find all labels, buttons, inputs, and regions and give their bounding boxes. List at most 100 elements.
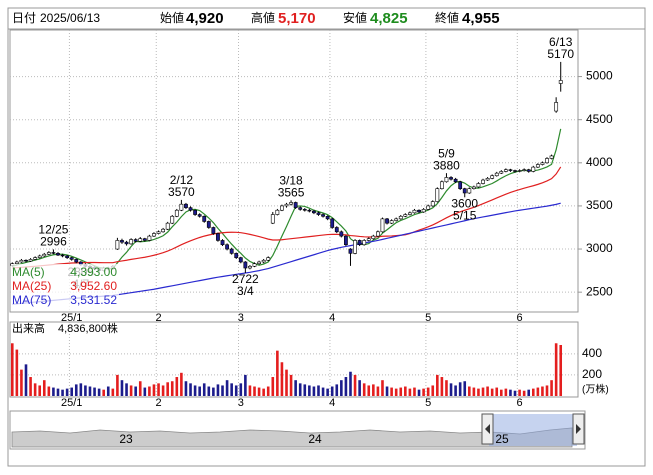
candle-body <box>366 238 371 241</box>
volume-bar <box>362 383 366 396</box>
candle-body <box>421 209 426 213</box>
volume-bar <box>513 390 517 396</box>
volume-bar <box>216 384 220 396</box>
volume-bar <box>454 385 457 396</box>
volume-bar <box>175 377 179 396</box>
volume-bar <box>180 372 183 396</box>
candle-body <box>51 252 56 254</box>
candle-body <box>554 102 559 112</box>
candle-body <box>540 162 545 165</box>
volume-bar <box>413 387 416 396</box>
candle-body <box>170 215 175 224</box>
y-tick-label: 5000 <box>586 69 613 83</box>
candle-body <box>476 183 481 188</box>
candle-body <box>234 253 239 258</box>
x-tick-label: 2 <box>155 397 161 409</box>
volume-bar <box>138 381 142 396</box>
annotation-date: 6/13 <box>549 35 573 49</box>
candle-body <box>42 253 47 257</box>
legend-value: 4,393.00 <box>70 265 117 279</box>
candle-body <box>115 240 120 250</box>
volume-bar <box>527 389 531 396</box>
volume-bar <box>536 387 540 396</box>
candle-body <box>380 218 385 233</box>
y-tick-label: 4000 <box>586 155 613 169</box>
candle-body <box>462 188 467 194</box>
volume-bar <box>408 388 412 396</box>
volume-bar <box>207 386 211 396</box>
candle-body <box>503 169 508 172</box>
candle-body <box>353 240 357 254</box>
volume-bar <box>88 386 92 396</box>
candle-body <box>60 254 65 257</box>
volume-unit: (万株) <box>582 383 609 396</box>
volume-bar <box>193 385 197 396</box>
candle-body <box>330 218 335 228</box>
candle-body <box>24 259 28 262</box>
volume-bar <box>472 387 476 396</box>
candle-body <box>266 257 271 261</box>
volume-bar <box>225 380 229 396</box>
candle-body <box>302 209 307 211</box>
volume-bar <box>170 381 174 396</box>
volume-bar <box>385 386 389 396</box>
candle-body <box>229 248 234 254</box>
legend-box <box>11 264 119 310</box>
candle-body <box>69 257 74 260</box>
candle-body <box>156 231 161 234</box>
annotation-price: 5170 <box>547 47 574 61</box>
candle-body <box>161 228 166 233</box>
candle-body <box>74 259 79 263</box>
volume-bar <box>244 374 247 396</box>
handle-arrow <box>485 424 490 434</box>
candle-body <box>293 202 298 208</box>
candle-body <box>426 205 431 210</box>
candle-body <box>289 202 293 205</box>
volume-bar <box>404 386 407 396</box>
handle-arrow <box>576 424 581 434</box>
candle-body <box>142 238 147 241</box>
volume-bar <box>157 383 160 396</box>
volume-bar <box>97 388 101 396</box>
volume-bar <box>47 386 51 396</box>
candle-body <box>344 235 348 246</box>
candle-body <box>307 209 312 212</box>
y-tick-label: 3500 <box>586 198 613 212</box>
header-value: 4,920 <box>186 10 224 27</box>
x-tick-label: 3 <box>238 312 244 324</box>
volume-bar <box>38 385 42 396</box>
x-tick-label: 5 <box>425 397 431 409</box>
y-tick-label: 200 <box>582 367 602 381</box>
x-tick-label: 6 <box>517 312 523 324</box>
candle-body <box>430 201 435 207</box>
volume-bar <box>65 388 69 396</box>
volume-bar <box>509 389 512 396</box>
volume-bar <box>490 388 494 396</box>
navigator-label: 24 <box>308 432 322 446</box>
volume-bar <box>29 377 32 396</box>
volume-bar <box>431 385 435 396</box>
annotation-date: 3/4 <box>237 284 254 298</box>
volume-bar <box>340 380 343 396</box>
volume-bar <box>52 387 55 396</box>
volume-bar <box>202 383 206 396</box>
annotation-date: 2/12 <box>170 173 194 187</box>
navigator-selection[interactable] <box>489 414 577 446</box>
volume-bar <box>531 388 535 396</box>
candle-body <box>558 80 563 84</box>
annotation-price: 3565 <box>278 185 305 199</box>
candle-body <box>28 259 33 262</box>
x-tick-label: 25/1 <box>61 397 82 409</box>
candle-body <box>184 203 188 208</box>
candle-body <box>508 169 513 171</box>
candle-body <box>439 181 444 189</box>
volume-bar <box>248 385 252 396</box>
volume-label: 出来高 <box>12 321 45 335</box>
volume-bar <box>93 387 96 396</box>
candle-body <box>202 215 207 222</box>
candle-body <box>257 261 261 265</box>
volume-bar <box>221 385 224 396</box>
candle-body <box>211 227 216 234</box>
volume-frame <box>9 321 579 398</box>
